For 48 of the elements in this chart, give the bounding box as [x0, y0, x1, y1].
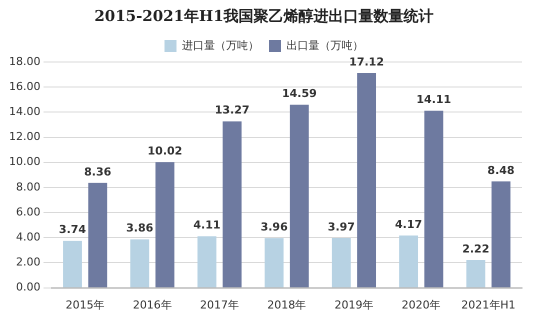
data-label: 8.36: [84, 165, 112, 178]
y-tick-label: 14.00: [8, 105, 40, 118]
data-label: 3.97: [328, 220, 355, 234]
chart-title: 2015-2021年H1我国聚乙烯醇进出口量数量统计: [94, 6, 434, 25]
bar: [155, 162, 174, 288]
data-label: 4.11: [193, 218, 220, 232]
data-label: 14.11: [416, 93, 452, 106]
x-tick-label: 2015年: [66, 298, 105, 312]
bar: [332, 238, 351, 288]
data-label: 3.96: [260, 220, 288, 234]
x-tick-label: 2021年H1: [461, 298, 516, 312]
x-tick-label: 2018年: [267, 298, 306, 312]
x-tick-label: 2020年: [402, 298, 441, 312]
legend-label: 进口量（万吨）: [182, 38, 259, 52]
x-tick-label: 2019年: [334, 298, 374, 312]
data-label: 3.74: [58, 223, 86, 236]
data-label: 10.02: [148, 144, 182, 158]
y-tick-label: 8.00: [16, 180, 40, 194]
bar: [63, 240, 82, 288]
bar: [88, 182, 108, 288]
bar: [197, 236, 216, 288]
bar: [130, 239, 150, 288]
data-label: 14.59: [282, 87, 317, 100]
bar: [424, 110, 444, 288]
bar: [264, 238, 284, 288]
y-tick-label: 4.00: [16, 230, 40, 244]
bar: [492, 181, 510, 288]
x-tick-label: 2017年: [200, 298, 240, 312]
y-tick-label: 10.00: [8, 155, 40, 168]
y-tick-label: 12.00: [8, 130, 40, 144]
y-tick-label: 2.00: [16, 256, 40, 269]
bar: [222, 121, 242, 288]
x-tick-label: 2016年: [132, 298, 172, 312]
y-tick-label: 18.00: [8, 54, 40, 68]
y-tick-label: 16.00: [8, 80, 40, 93]
bar: [357, 73, 376, 288]
bar: [399, 235, 418, 288]
data-label: 4.17: [395, 218, 422, 231]
data-label: 17.12: [349, 55, 384, 68]
legend-label: 出口量（万吨）: [286, 38, 364, 52]
data-label: 13.27: [214, 104, 250, 117]
data-label: 8.48: [487, 164, 515, 177]
y-tick-label: 0.00: [16, 280, 40, 294]
y-tick-label: 6.00: [16, 205, 40, 218]
bar: [290, 104, 309, 288]
bar: [466, 260, 486, 288]
data-label: 2.22: [462, 242, 490, 256]
data-label: 3.86: [126, 222, 154, 235]
